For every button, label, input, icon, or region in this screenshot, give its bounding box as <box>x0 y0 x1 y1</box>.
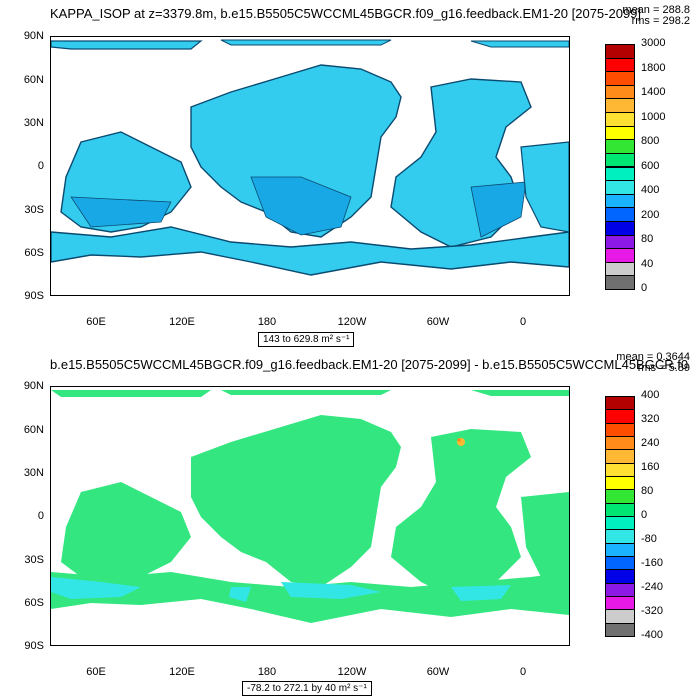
panel2-colorbar-swatch <box>605 516 635 531</box>
panel1-colorbar-label: 1400 <box>641 86 666 98</box>
panel1-colorbar-label: 0 <box>641 282 648 294</box>
panel1-colorbar-swatch <box>605 193 635 209</box>
panel1-colorbar-swatch <box>605 180 635 195</box>
panel1-colorbar-label: 1000 <box>641 110 666 123</box>
panel1-ocean-field <box>50 39 570 276</box>
panel2-colorbar-swatch <box>605 396 635 411</box>
panel2-ytick: 0 <box>37 510 44 522</box>
panel1-colorbar-label: 800 <box>641 135 660 147</box>
panel1-colorbar-swatch <box>605 166 635 182</box>
panel1-xtick: 120W <box>337 316 367 328</box>
panel1-ytick: 60S <box>24 247 44 259</box>
panel1-xtick: 60W <box>426 316 450 328</box>
panel2-colorbar-label: 320 <box>641 413 660 425</box>
panel1-title: KAPPA_ISOP at z=3379.8m, b.e15.B5505C5WC… <box>50 6 642 21</box>
panel2-colorbar-label: -160 <box>641 557 664 569</box>
panel1-colorbar-label: 400 <box>641 184 660 196</box>
panel2-colorbar-swatch <box>605 422 635 437</box>
panel1-colorbar-swatch <box>605 125 635 141</box>
panel2-colorbar-label: 240 <box>641 437 660 449</box>
panel2-ytick: 60S <box>24 597 44 609</box>
panel1-colorbar-label: 200 <box>641 208 660 221</box>
panel2-title: b.e15.B5505C5WCCML45BGCR.f09_g16.feedbac… <box>50 357 689 372</box>
panel2-colorbar-swatch <box>605 556 635 571</box>
panel1-ytick: 30S <box>24 204 44 216</box>
panel2-colorbar-label: -240 <box>641 581 664 593</box>
panel1-range-label: 143 to 629.8 m² s⁻¹ <box>258 332 355 347</box>
panel2-colorbar-swatch <box>605 476 635 491</box>
panel2-colorbar-swatch <box>605 569 635 584</box>
panel1-colorbar-swatch <box>605 44 635 59</box>
panel2-xtick: 0 <box>519 666 527 678</box>
panel1-colorbar-swatch <box>605 57 635 73</box>
panel2-xtick: 120W <box>337 666 367 678</box>
panel2-range-label: -78.2 to 272.1 by 40 m² s⁻¹ <box>242 681 372 696</box>
panel1-xtick: 0 <box>519 316 527 328</box>
panel2-xtick: 60E <box>86 666 106 678</box>
panel1-colorbar-label: 40 <box>641 257 654 270</box>
panel1-colorbar-swatch <box>605 98 635 114</box>
panel2-xtick: 120E <box>169 666 195 678</box>
panel1-ytick: 90N <box>23 30 44 42</box>
panel2-colorbar-swatch <box>605 542 635 557</box>
panel2-ytick: 30N <box>23 467 44 479</box>
panel2-colorbar-swatch <box>605 449 635 464</box>
panel2-colorbar-swatch <box>605 462 635 477</box>
panel2-map <box>50 386 570 646</box>
panel2-ocean-field <box>51 390 569 623</box>
panel2-xtick: 180 <box>257 666 277 678</box>
panel1-colorbar-swatch <box>605 84 635 100</box>
panel1-colorbar-label: 3000 <box>641 37 666 49</box>
panel2-colorbar-label: 0 <box>641 509 648 521</box>
panel1-ytick: 30N <box>23 117 44 129</box>
panel1-colorbar-label: 1800 <box>641 61 666 74</box>
panel1-colorbar-swatch <box>605 71 635 86</box>
panel2-colorbar-swatch <box>605 582 635 597</box>
panel1-rms: rms = 298.2 <box>631 15 690 27</box>
panel1-ytick: 90S <box>24 290 44 302</box>
panel2-ytick: 30S <box>24 554 44 566</box>
panel2-mean: mean = 0.3644 <box>616 351 690 363</box>
panel2-xtick: 60W <box>426 666 450 678</box>
panel2-colorbar-swatch <box>605 436 635 451</box>
panel2-colorbar-label: 80 <box>641 485 654 497</box>
panel1-colorbar-swatch <box>605 261 635 277</box>
panel2-colorbar-swatch <box>605 609 635 624</box>
panel1-colorbar-swatch <box>605 234 635 250</box>
panel2-rms: rms = 5.89 <box>637 362 690 374</box>
panel2-colorbar-swatch <box>605 622 635 637</box>
panel2-colorbar-swatch <box>605 596 635 611</box>
panel1-xtick: 60E <box>86 316 106 328</box>
panel1-colorbar-swatch <box>605 220 635 236</box>
panel1-colorbar-label: 80 <box>641 233 654 245</box>
panel1-colorbar-swatch <box>605 275 635 290</box>
panel2-colorbar-label: 400 <box>641 389 660 401</box>
panel1-colorbar-swatch <box>605 248 635 263</box>
panel2-colorbar-label: -400 <box>641 629 664 641</box>
panel1-colorbar-swatch <box>605 112 635 127</box>
panel2-colorbar-swatch <box>605 529 635 544</box>
panel1-xtick: 180 <box>257 316 277 328</box>
panel2-colorbar-label: 160 <box>641 461 660 473</box>
panel2-colorbar-label: -320 <box>641 605 664 617</box>
panel1-map <box>50 36 570 296</box>
panel1-colorbar-label: 600 <box>641 159 660 172</box>
panel1-xtick: 120E <box>169 316 195 328</box>
panel1-ytick: 60N <box>23 74 44 86</box>
panel2-colorbar-swatch <box>605 489 635 504</box>
panel2-colorbar-swatch <box>605 502 635 517</box>
panel1-colorbar-swatch <box>605 139 635 154</box>
panel1-colorbar-swatch <box>605 207 635 222</box>
panel1-colorbar: 3000 1800 1400 1000 800 600 400 200 80 40 0 <box>605 37 695 294</box>
panel2-ytick: 90S <box>24 640 44 652</box>
panel1-mean: mean = 288.8 <box>622 4 690 16</box>
panel2-ytick: 90N <box>23 380 44 392</box>
panel1-ytick: 0 <box>37 160 44 172</box>
panel2-colorbar: 400 320 240 160 80 0 -80 -160 -240 -320 -400 <box>605 389 695 641</box>
panel2-colorbar-swatch <box>605 409 635 424</box>
panel1-colorbar-swatch <box>605 152 635 168</box>
panel2-ytick: 60N <box>23 424 44 436</box>
panel2-colorbar-label: -80 <box>641 533 657 545</box>
